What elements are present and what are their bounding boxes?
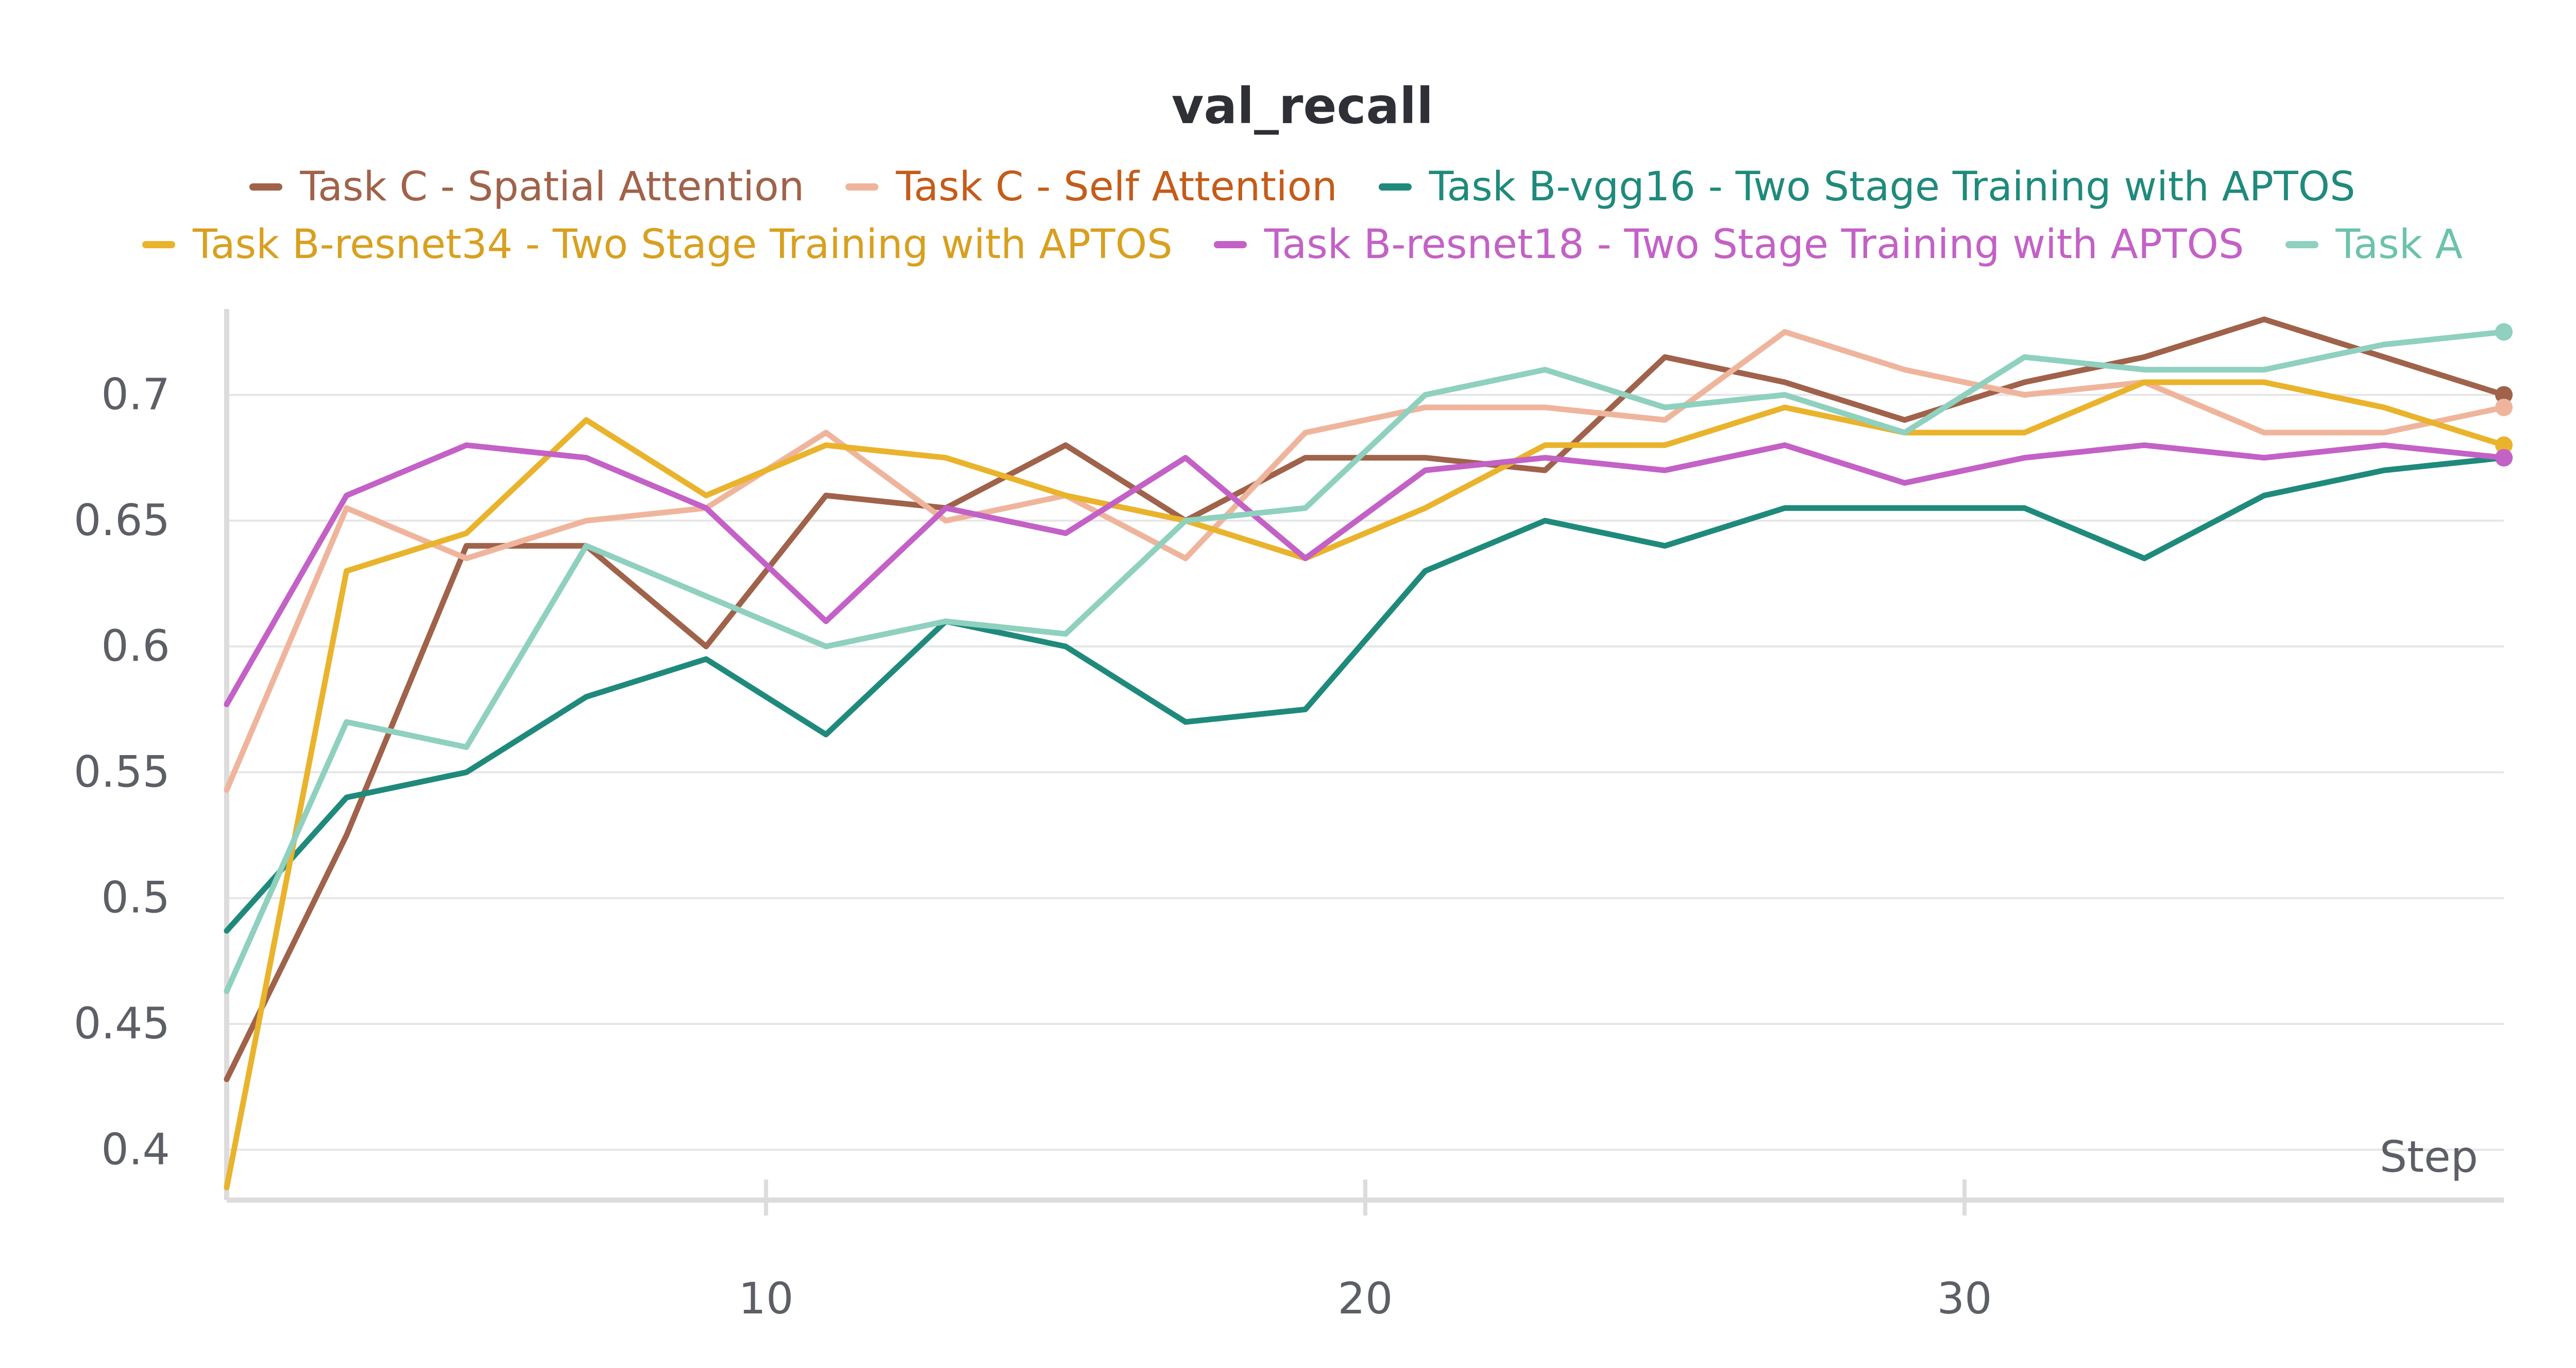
legend-row: Task B-resnet34 - Two Stage Training wit…: [0, 221, 2576, 268]
y-tick-label: 0.6: [101, 621, 170, 671]
series-line: [224, 379, 2507, 1191]
x-tick-label: 30: [1937, 1273, 1992, 1324]
series-line: [224, 329, 2507, 793]
series-end-marker: [2495, 323, 2513, 341]
legend-item[interactable]: Task C - Spatial Attention: [249, 164, 804, 210]
legend-swatch: [249, 183, 283, 191]
y-tick-label: 0.5: [101, 873, 170, 923]
legend-swatch: [1378, 183, 1412, 191]
legend-label: Task A: [2335, 221, 2463, 268]
legend-label: Task B-resnet18 - Two Stage Training wit…: [1264, 221, 2244, 268]
series-end-marker: [2495, 449, 2513, 467]
legend-item[interactable]: Task A: [2285, 221, 2463, 268]
series-line: [224, 329, 2507, 994]
series-end-marker: [2495, 436, 2513, 454]
series-line: [224, 442, 2507, 707]
legend-swatch: [845, 183, 878, 191]
y-tick-label: 0.55: [74, 746, 170, 797]
legend-label: Task C - Spatial Attention: [300, 164, 804, 210]
legend-row: Task C - Spatial Attention Task C - Self …: [0, 164, 2576, 210]
x-tick-label: 10: [738, 1273, 793, 1324]
series-end-marker: [2495, 399, 2513, 416]
series-line: [224, 316, 2507, 1082]
legend-swatch: [142, 241, 175, 248]
legend-item[interactable]: Task C - Self Attention: [845, 164, 1337, 210]
series-line: [224, 455, 2507, 934]
legend-item[interactable]: Task B-vgg16 - Two Stage Training with A…: [1378, 164, 2355, 210]
legend-label: Task B-vgg16 - Two Stage Training with A…: [1429, 164, 2355, 210]
legend-swatch: [1213, 241, 1247, 248]
legend-label: Task B-resnet34 - Two Stage Training wit…: [192, 221, 1173, 268]
x-tick-label: 20: [1338, 1273, 1393, 1324]
legend-swatch: [2285, 241, 2318, 248]
chart-title: val_recall: [1171, 77, 1434, 135]
legend-label: Task C - Self Attention: [896, 164, 1337, 210]
y-tick-label: 0.65: [74, 495, 170, 545]
legend-item[interactable]: Task B-resnet34 - Two Stage Training wit…: [142, 221, 1173, 268]
legend-item[interactable]: Task B-resnet18 - Two Stage Training wit…: [1213, 221, 2244, 268]
series-end-marker: [2495, 386, 2513, 404]
x-axis-label: Step: [2380, 1132, 2478, 1182]
y-tick-label: 0.4: [101, 1124, 170, 1174]
y-tick-label: 0.7: [101, 369, 170, 420]
y-tick-label: 0.45: [74, 998, 170, 1049]
